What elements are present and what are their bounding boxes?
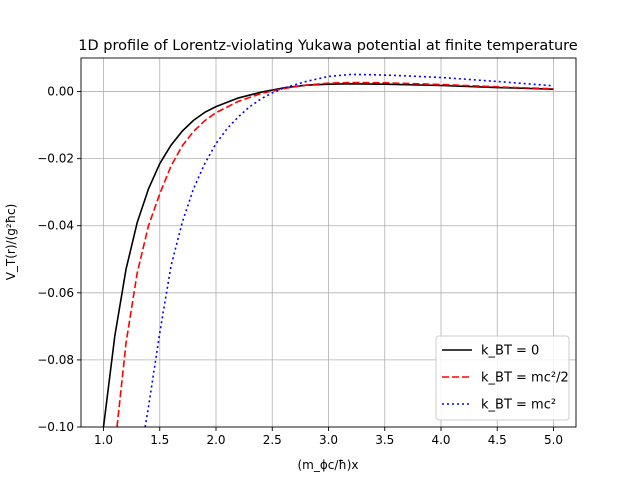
y-tick-label: −0.06	[37, 286, 74, 300]
chart-title: 1D profile of Lorentz-violating Yukawa p…	[78, 38, 578, 54]
series-line-2	[144, 73, 554, 427]
x-tick-label: 4.5	[488, 433, 507, 447]
series-line-0	[102, 83, 554, 427]
y-tick-label: −0.08	[37, 353, 74, 367]
x-tick-label: 2.5	[263, 433, 282, 447]
x-tick-label: 3.5	[375, 433, 394, 447]
y-tick-label: −0.02	[37, 152, 74, 166]
x-tick-label: 1.5	[150, 433, 169, 447]
legend-label-2: k_BT = mc²	[481, 398, 556, 413]
y-axis-label: V_T(r)/(g²ħc)	[4, 204, 18, 281]
x-tick-label: 1.0	[94, 433, 113, 447]
x-tick-label: 2.0	[206, 433, 225, 447]
x-tick-label: 5.0	[544, 433, 563, 447]
x-tick-label: 3.0	[319, 433, 338, 447]
legend-box	[435, 335, 570, 421]
y-tick-label: −0.04	[37, 219, 74, 233]
legend: k_BT = 0 k_BT = mc²/2 k_BT = mc²	[435, 335, 570, 421]
x-axis-label: (m_ϕc/ħ)x	[297, 458, 358, 472]
legend-label-1: k_BT = mc²/2	[481, 371, 569, 386]
ticks: 1.0 1.5 2.0 2.5 3.0 3.5 4.0 4.5 5.0 0.00 −0.02 −0.0…	[37, 85, 563, 447]
x-tick-label: 4.0	[431, 433, 450, 447]
y-tick-label: −0.10	[37, 420, 74, 434]
legend-label-0: k_BT = 0	[481, 344, 539, 359]
series-line-1	[116, 81, 554, 427]
y-tick-label: 0.00	[47, 85, 74, 99]
series-group	[102, 73, 554, 427]
